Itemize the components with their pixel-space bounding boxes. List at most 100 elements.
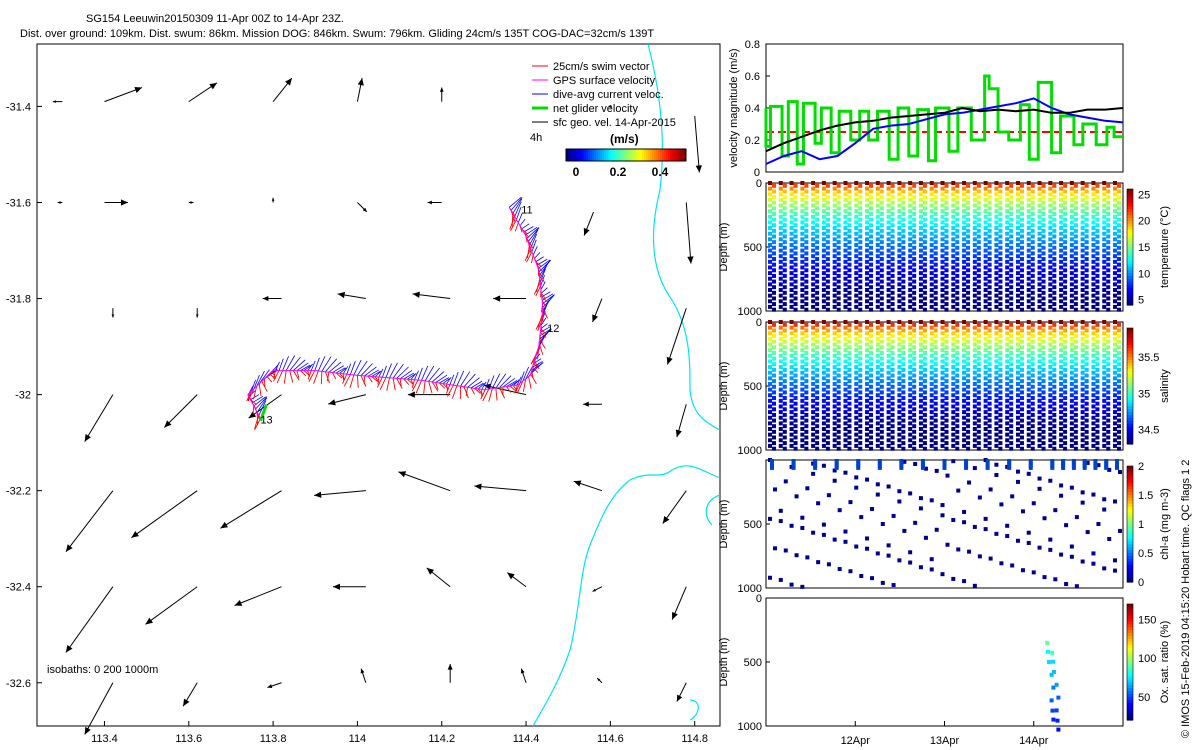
profile-point	[1005, 259, 1010, 264]
profile-point	[1052, 350, 1057, 355]
temperature-colorbar-cell	[1127, 267, 1133, 271]
profile-point	[994, 336, 999, 341]
profile-point	[962, 226, 967, 231]
dac-vector	[371, 371, 381, 377]
profile-point	[782, 240, 787, 245]
profile-point	[966, 245, 971, 250]
profile-point	[933, 302, 938, 307]
profile-point	[994, 209, 999, 214]
chl-point	[908, 560, 913, 565]
salinity-colorbar-cell	[1127, 432, 1133, 436]
profile-point	[983, 181, 988, 185]
profile-point	[929, 415, 934, 420]
profile-point	[890, 290, 895, 295]
profile-point	[836, 412, 841, 417]
profile-point	[983, 197, 988, 202]
profile-point	[869, 328, 874, 333]
profile-point	[854, 282, 859, 287]
profile-point	[875, 320, 880, 324]
profile-point	[815, 183, 820, 188]
geo-arrow-head	[592, 588, 597, 592]
profile-point	[1095, 373, 1100, 378]
profile-point	[922, 262, 927, 267]
profile-point	[951, 398, 956, 403]
profile-point	[1048, 331, 1053, 336]
dac-vector	[539, 261, 550, 276]
profile-point	[778, 381, 783, 386]
profile-point	[1037, 376, 1042, 381]
profile-point	[821, 203, 826, 208]
profile-point	[886, 181, 891, 185]
profile-point	[865, 254, 870, 259]
profile-point	[1063, 217, 1068, 222]
profile-point	[1117, 228, 1121, 233]
profile-point	[854, 192, 859, 197]
profile-point	[1048, 410, 1053, 415]
profile-point	[901, 273, 906, 278]
profile-point	[998, 334, 1003, 339]
profile-point	[912, 217, 917, 222]
profile-point	[890, 285, 895, 290]
profile-point	[1041, 367, 1046, 372]
profile-point	[918, 331, 923, 336]
profile-point	[918, 209, 923, 214]
profile-point	[832, 197, 837, 202]
chl-point	[816, 501, 821, 506]
profile-point	[825, 273, 830, 278]
profile-point	[912, 285, 917, 290]
profile-point	[793, 441, 798, 446]
profile-point	[1084, 257, 1089, 262]
profile-point	[940, 443, 945, 448]
profile-point	[1052, 345, 1057, 350]
profile-point	[897, 348, 902, 353]
profile-point	[836, 302, 841, 307]
profile-point	[847, 412, 852, 417]
profile-point	[1117, 268, 1121, 273]
profile-point	[858, 211, 863, 216]
profile-point	[1117, 424, 1121, 429]
temperature-colorbar-cell	[1127, 255, 1133, 260]
profile-point	[944, 234, 949, 239]
profile-point	[1026, 248, 1031, 253]
profile-point	[1102, 342, 1107, 347]
geo-arrow-head	[57, 201, 61, 204]
profile-point	[1015, 376, 1020, 381]
profile-point	[1037, 282, 1042, 287]
profile-point	[869, 290, 874, 295]
profile-point	[940, 197, 945, 202]
profile-point	[1073, 435, 1078, 440]
profile-point	[811, 398, 816, 403]
profile-point	[983, 381, 988, 386]
chl-colorbar-cell	[1127, 503, 1133, 508]
profile-point	[782, 268, 787, 273]
profile-point	[854, 299, 859, 304]
profile-point	[897, 220, 902, 225]
swim-vector	[386, 377, 390, 391]
profile-point	[1091, 421, 1096, 426]
profile-point	[966, 362, 971, 367]
chl-colorbar-cell	[1127, 564, 1133, 569]
profile-point	[1063, 290, 1068, 295]
profile-point	[811, 293, 816, 298]
profile-point	[901, 328, 906, 333]
profile-point	[976, 379, 981, 384]
profile-point	[865, 387, 870, 392]
profile-point	[782, 189, 787, 194]
chl-point	[964, 465, 969, 470]
profile-point	[1069, 293, 1074, 298]
profile-point	[836, 367, 841, 372]
profile-point	[847, 424, 852, 429]
profile-point	[836, 285, 841, 290]
profile-point	[912, 435, 917, 440]
profile-point	[800, 325, 805, 330]
profile-point	[998, 183, 1003, 188]
profile-point	[1048, 376, 1053, 381]
profile-point	[1102, 186, 1107, 191]
profile-point	[793, 396, 798, 401]
profile-point	[962, 214, 967, 219]
profile-point	[1005, 415, 1010, 420]
profile-point	[782, 200, 787, 205]
profile-point	[782, 345, 787, 350]
chl-point	[1071, 463, 1076, 468]
swim-vector	[498, 387, 505, 399]
